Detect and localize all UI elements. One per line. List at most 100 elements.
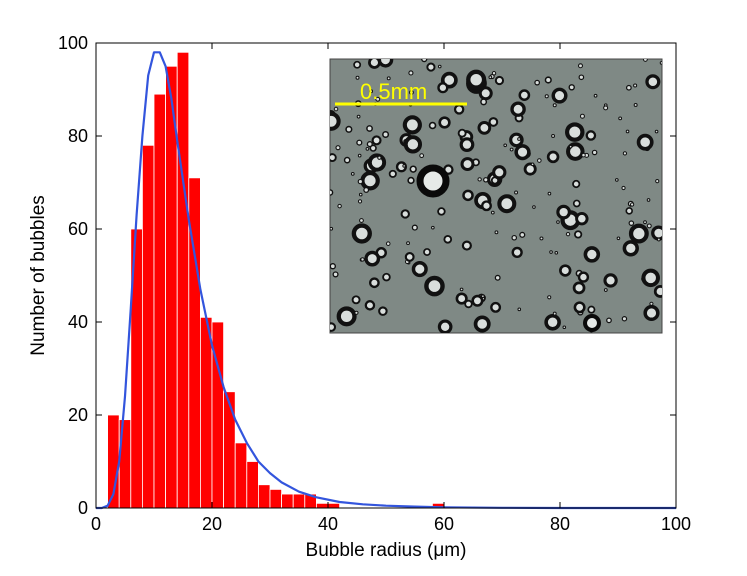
bubble <box>364 300 376 311</box>
bubble <box>360 170 380 191</box>
bubble <box>646 223 652 229</box>
histogram-bar <box>281 493 294 509</box>
bubble <box>568 84 575 91</box>
bubble <box>423 248 431 256</box>
bubble <box>358 192 363 197</box>
bubble <box>530 162 535 167</box>
bubble <box>511 234 518 241</box>
bubble <box>377 155 382 160</box>
bubble <box>490 210 495 215</box>
bubble <box>330 189 334 196</box>
bubble <box>646 198 651 202</box>
bubble <box>356 139 363 146</box>
y-axis-label: Number of bubbles <box>28 195 49 356</box>
x-tick-label: 80 <box>550 514 570 534</box>
bubble <box>577 63 584 69</box>
bubble <box>603 105 609 111</box>
bubble <box>556 220 560 224</box>
bubble <box>375 96 381 102</box>
bubble <box>336 306 357 327</box>
bubble <box>368 59 381 69</box>
bubble <box>355 75 360 80</box>
bubble <box>424 275 445 297</box>
y-tick-label: 40 <box>68 312 88 332</box>
histogram-bar <box>141 144 155 509</box>
x-axis-label: Bubble radius (μm) <box>306 540 467 561</box>
bubble <box>641 268 660 288</box>
bubble <box>403 135 423 154</box>
bubble <box>578 74 585 81</box>
bubble <box>621 316 628 322</box>
bubble <box>593 93 598 98</box>
bubble <box>587 305 596 314</box>
bubble <box>656 237 661 242</box>
bubble <box>622 240 639 257</box>
bubble <box>330 322 337 332</box>
bubble <box>335 145 341 151</box>
bubble <box>572 179 581 189</box>
bubble <box>409 90 414 95</box>
bubble <box>544 76 552 84</box>
bubble <box>333 106 339 112</box>
bubble <box>629 202 635 207</box>
bubble <box>565 231 571 237</box>
bubble <box>471 294 484 307</box>
bubble <box>583 246 601 263</box>
bubble <box>438 116 451 129</box>
bubble <box>421 59 428 63</box>
bubble <box>579 113 585 119</box>
histogram-bar <box>153 93 166 509</box>
bubble <box>572 281 586 295</box>
bubble <box>365 147 370 151</box>
bubble <box>614 178 619 182</box>
bubble <box>455 292 468 305</box>
bubble <box>477 121 492 135</box>
bubble <box>622 151 628 156</box>
bubble <box>514 190 519 195</box>
y-tick-label: 20 <box>68 405 88 425</box>
bubble <box>411 224 418 231</box>
bubble <box>503 143 507 148</box>
bubble <box>562 325 567 330</box>
bubble <box>459 287 464 292</box>
bubble <box>369 144 377 152</box>
y-tick-label: 100 <box>58 33 88 53</box>
bubble <box>357 178 364 185</box>
bubble <box>492 165 507 180</box>
bubble <box>483 177 489 183</box>
bubble <box>366 125 373 132</box>
bubble <box>532 205 536 209</box>
bubble <box>382 272 391 282</box>
bubble <box>565 122 585 142</box>
bubble <box>497 194 517 214</box>
bubble <box>357 199 363 204</box>
bubble <box>517 307 522 312</box>
bubble <box>573 301 586 314</box>
bubble <box>369 89 374 94</box>
bubble <box>552 103 557 108</box>
bubble <box>400 209 410 219</box>
bubble <box>556 204 571 220</box>
bubble <box>457 128 467 138</box>
bubble <box>353 60 362 69</box>
bubble <box>581 152 586 158</box>
bubble <box>360 257 365 262</box>
bubble <box>408 70 414 76</box>
bubble <box>369 277 380 289</box>
bubble <box>407 176 415 185</box>
bubble <box>494 274 501 281</box>
x-tick-label: 40 <box>318 514 338 534</box>
bubble <box>402 115 422 135</box>
inset-micrograph: 0.5mm <box>329 58 663 334</box>
bubble <box>350 171 355 176</box>
bubble <box>459 137 475 152</box>
bubble <box>437 207 446 216</box>
ticks-layer: 0 20 40 60 80 100 0 20 40 60 80 100 <box>58 33 691 534</box>
bubble <box>466 69 487 90</box>
scale-bar-label: 0.5mm <box>360 79 427 104</box>
bubble <box>437 319 453 333</box>
histogram-bar <box>257 484 271 509</box>
bubble <box>411 261 428 278</box>
bubble <box>559 264 572 277</box>
